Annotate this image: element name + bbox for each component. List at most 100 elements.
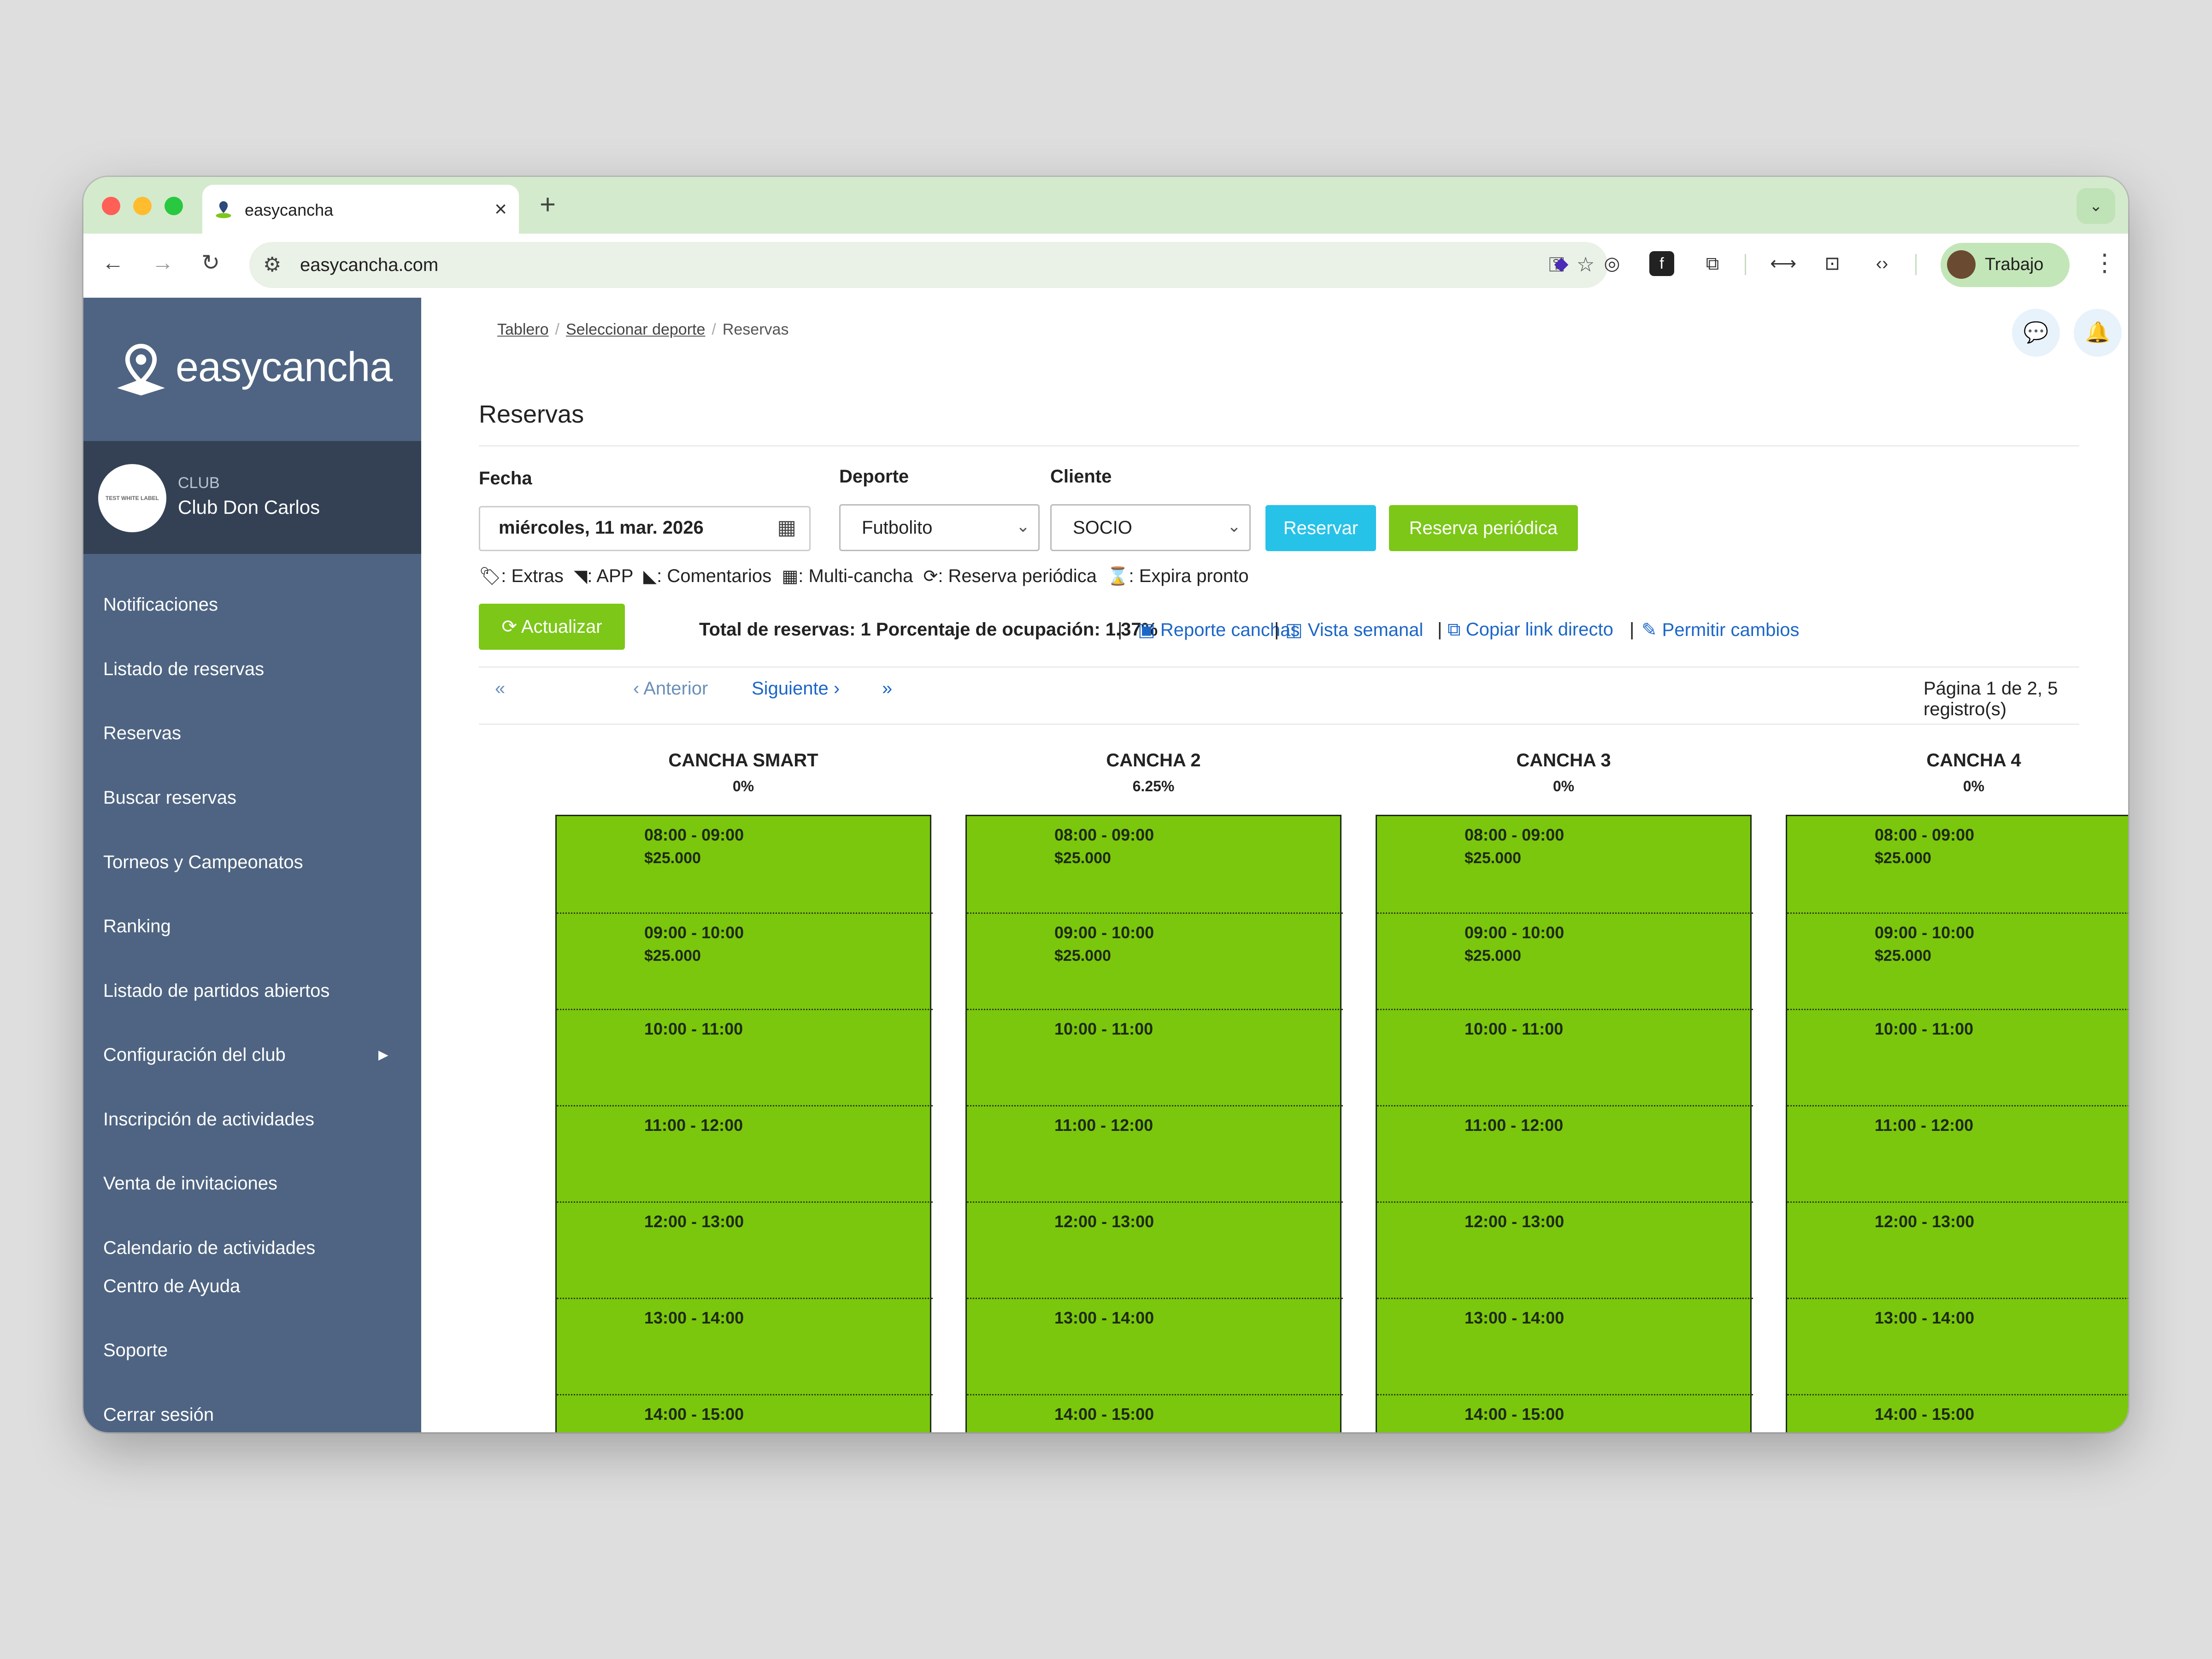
back-icon[interactable]: ←	[102, 251, 124, 275]
tab-search-button[interactable]: ⌄	[2077, 188, 2115, 224]
sidebar-item-reservas[interactable]: Reservas	[103, 723, 181, 743]
time-slot[interactable]: 10:00 - 11:00	[1787, 1009, 2128, 1105]
next-page-button[interactable]: Siguiente ›	[752, 678, 840, 699]
forward-icon[interactable]: →	[152, 251, 174, 275]
report-link[interactable]: ▣ Reporte canchas	[1138, 619, 1300, 641]
reserve-button[interactable]: Reservar	[1265, 505, 1376, 551]
new-tab-button[interactable]: +	[540, 189, 556, 220]
time-slot[interactable]: 11:00 - 12:00	[557, 1105, 933, 1201]
court-occupancy: 0%	[732, 778, 754, 794]
legend-periodic: : Reserva periódica	[938, 566, 1097, 586]
client-select[interactable]: SOCIO ⌄	[1050, 504, 1251, 551]
extension-layers-icon[interactable]: ◆	[1554, 253, 1569, 274]
browser-menu-icon[interactable]: ⋮	[2093, 250, 2117, 276]
periodic-reserve-button[interactable]: Reserva periódica	[1389, 505, 1578, 551]
sidebar-item-centro-ayuda[interactable]: Centro de Ayuda	[103, 1276, 241, 1296]
time-slots: 08:00 - 09:00 $25.000 09:00 - 10:00 $25.000…	[965, 815, 1343, 1432]
time-slot[interactable]: 09:00 - 10:00 $25.000	[1787, 912, 2128, 1009]
separator: |	[1274, 619, 1279, 640]
sport-select[interactable]: Futbolito ⌄	[839, 504, 1040, 551]
time-slot[interactable]: 08:00 - 09:00 $25.000	[557, 816, 933, 912]
calendar-icon[interactable]: ▦	[777, 516, 796, 539]
time-slot[interactable]: 08:00 - 09:00 $25.000	[1787, 816, 2128, 912]
address-bar[interactable]: ⚙ easycancha.com ⚿ ☆	[249, 242, 1608, 288]
sidebar-item-listado-reservas[interactable]: Listado de reservas	[103, 659, 265, 679]
sidebar-item-ranking[interactable]: Ranking	[103, 916, 171, 936]
allow-changes-link[interactable]: ✎ Permitir cambios	[1641, 619, 1799, 641]
time-slot[interactable]: 13:00 - 14:00	[967, 1298, 1343, 1394]
time-slot[interactable]: 11:00 - 12:00	[1787, 1105, 2128, 1201]
profile-button[interactable]: Trabajo	[1941, 243, 2070, 287]
browser-tab[interactable]: easycancha ×	[202, 185, 519, 234]
slot-time: 14:00 - 15:00	[1465, 1405, 1565, 1424]
time-slot[interactable]: 12:00 - 13:00	[967, 1201, 1343, 1298]
previous-page-button[interactable]: ‹ Anterior	[633, 678, 708, 699]
first-page-icon[interactable]: «	[495, 678, 506, 699]
time-slot[interactable]: 10:00 - 11:00	[1377, 1009, 1753, 1105]
sidebar-item-calendario[interactable]: Calendario de actividades	[103, 1238, 316, 1258]
close-window-button[interactable]	[102, 197, 120, 215]
sidebar-item-notificaciones[interactable]: Notificaciones	[103, 594, 218, 615]
time-slot[interactable]: 08:00 - 09:00 $25.000	[967, 816, 1343, 912]
time-slot[interactable]: 10:00 - 11:00	[967, 1009, 1343, 1105]
sidebar-item-inscripcion[interactable]: Inscripción de actividades	[103, 1109, 315, 1130]
extensions-puzzle-icon[interactable]: ⧉	[1706, 253, 1719, 274]
maximize-window-button[interactable]	[165, 197, 183, 215]
translate-icon[interactable]: ⟷	[1770, 253, 1797, 274]
sidebar-item-cerrar-sesion[interactable]: Cerrar sesión	[103, 1405, 214, 1425]
time-slot[interactable]: 10:00 - 11:00	[557, 1009, 933, 1105]
time-slot[interactable]: 11:00 - 12:00	[967, 1105, 1343, 1201]
chevron-down-icon: ⌄	[1016, 517, 1030, 535]
extension-circle-icon[interactable]: ◎	[1604, 253, 1620, 274]
password-key-icon[interactable]: ⚿	[1549, 253, 1565, 276]
caret-right-icon[interactable]: ▶	[378, 1047, 388, 1062]
breadcrumb-seleccionar-deporte[interactable]: Seleccionar deporte	[565, 321, 706, 338]
breadcrumb-tablero[interactable]: Tablero	[497, 321, 549, 338]
time-slot[interactable]: 14:00 - 15:00	[967, 1394, 1343, 1432]
time-slot[interactable]: 09:00 - 10:00 $25.000	[967, 912, 1343, 1009]
logo-area[interactable]: easycancha	[83, 298, 421, 441]
time-slot[interactable]: 13:00 - 14:00	[1787, 1298, 2128, 1394]
sidebar-item-configuracion[interactable]: Configuración del club	[103, 1045, 286, 1065]
time-slot[interactable]: 14:00 - 15:00	[1377, 1394, 1753, 1432]
bell-icon[interactable]: 🔔	[2074, 309, 2122, 357]
time-slot[interactable]: 12:00 - 13:00	[1377, 1201, 1753, 1298]
time-slot[interactable]: 12:00 - 13:00	[557, 1201, 933, 1298]
time-slot[interactable]: 12:00 - 13:00	[1787, 1201, 2128, 1298]
hourglass-icon: ⌛	[1107, 567, 1129, 586]
time-slot[interactable]: 08:00 - 09:00 $25.000	[1377, 816, 1753, 912]
sidebar-item-torneos[interactable]: Torneos y Campeonatos	[103, 852, 303, 872]
sidebar-item-buscar-reservas[interactable]: Buscar reservas	[103, 788, 236, 808]
reload-icon[interactable]: ↻	[201, 251, 220, 275]
code-icon[interactable]: ‹›	[1876, 253, 1888, 274]
weekly-view-link[interactable]: ◫ Vista semanal	[1285, 619, 1423, 641]
time-slot[interactable]: 14:00 - 15:00	[557, 1394, 933, 1432]
refresh-button[interactable]: ⟳ Actualizar	[479, 604, 625, 650]
minimize-window-button[interactable]	[133, 197, 152, 215]
time-slots: 08:00 - 09:00 $25.000 09:00 - 10:00 $25.000…	[1786, 815, 2128, 1432]
screenshot-icon[interactable]: ⊡	[1824, 253, 1840, 274]
sidebar-item-partidos-abiertos[interactable]: Listado de partidos abiertos	[103, 981, 330, 1001]
time-slot[interactable]: 13:00 - 14:00	[1377, 1298, 1753, 1394]
time-slot[interactable]: 11:00 - 12:00	[1377, 1105, 1753, 1201]
court-name: CANCHA 2	[1106, 750, 1201, 771]
copy-link[interactable]: ⧉ Copiar link directo	[1447, 619, 1613, 640]
date-picker[interactable]: miércoles, 11 mar. 2026 ▦	[479, 506, 811, 551]
time-slot[interactable]: 09:00 - 10:00 $25.000	[557, 912, 933, 1009]
sidebar-item-soporte[interactable]: Soporte	[103, 1340, 168, 1360]
time-slot[interactable]: 13:00 - 14:00	[557, 1298, 933, 1394]
bookmark-star-icon[interactable]: ☆	[1577, 253, 1595, 276]
client-value: SOCIO	[1073, 518, 1132, 538]
time-slot[interactable]: 14:00 - 15:00	[1787, 1394, 2128, 1432]
chat-icon[interactable]: 💬	[2012, 309, 2060, 357]
url-text[interactable]: easycancha.com	[300, 255, 439, 275]
site-settings-icon[interactable]: ⚙	[263, 253, 282, 276]
extension-font-icon[interactable]: f	[1649, 251, 1674, 276]
last-page-icon[interactable]: »	[882, 678, 893, 699]
breadcrumb: Tablero / Seleccionar deporte / Reservas	[497, 321, 789, 338]
sidebar-item-invitaciones[interactable]: Venta de invitaciones	[103, 1173, 278, 1194]
close-tab-icon[interactable]: ×	[494, 197, 507, 221]
court-occupancy: 0%	[1963, 778, 1985, 794]
profile-name: Trabajo	[1985, 255, 2044, 274]
time-slot[interactable]: 09:00 - 10:00 $25.000	[1377, 912, 1753, 1009]
